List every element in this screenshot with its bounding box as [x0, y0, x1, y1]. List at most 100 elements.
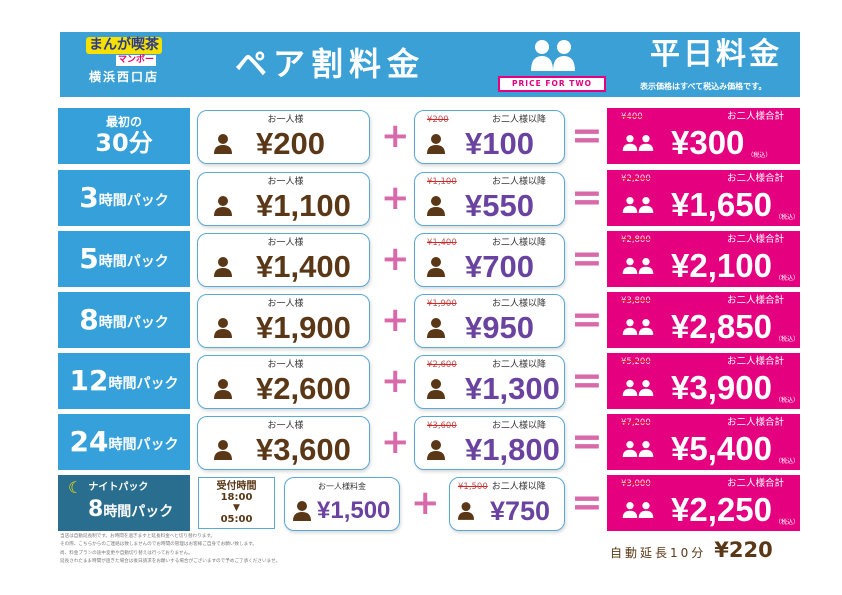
total-price: ¥3,900 — [671, 368, 772, 406]
tax-included: （税込） — [774, 275, 799, 282]
single-price-box: お一人様料金 ¥1,500 — [284, 477, 400, 531]
second-price-box: ¥1,900 お二人様以降 ¥950 — [414, 294, 565, 348]
note-line: 尚、料金プランの途中変更や自動切り替えは行っておりません。 — [60, 550, 193, 556]
pair-icon — [622, 501, 654, 518]
plus-icon: + — [381, 422, 410, 462]
plan-duration: 30分 — [95, 129, 153, 157]
original-total: ¥7,200 — [621, 418, 651, 428]
weekday-title: 平日料金 — [650, 37, 782, 72]
original-price: ¥1,500 — [458, 482, 488, 492]
tax-included: （税込） — [774, 458, 799, 465]
person-icon — [214, 195, 232, 216]
price-row: 3 時間パック お一人様 ¥1,100 + ¥1,100 お二人様以降 ¥550 = ¥… — [0, 170, 842, 227]
logo: まんが喫茶 マンボー 横浜西口店 — [82, 36, 166, 84]
plus-icon: + — [381, 361, 410, 401]
plan-duration: 12 — [69, 364, 109, 397]
second-price-box: ¥200 お二人様以降 ¥100 — [414, 110, 565, 164]
logo-sub: マンボー — [116, 55, 156, 66]
single-price-box: お一人様 ¥1,100 — [197, 172, 370, 226]
total-price-box: ¥3,000 お二人様合計 ¥2,250 （税込） — [607, 475, 800, 531]
price-row: 最初の 30分 お一人様 ¥200 + ¥200 お二人様以降 ¥100 = ¥400 お… — [0, 108, 842, 165]
single-price: ¥1,100 — [256, 187, 351, 223]
total-price: ¥2,250 — [671, 490, 772, 528]
tax-note: 表示価格はすべて税込み価格です。 — [640, 82, 767, 91]
person-icon — [427, 378, 445, 399]
plus-icon: + — [381, 300, 410, 340]
pair-icon — [622, 379, 654, 396]
extension-label: 自動延長10分 — [610, 546, 707, 560]
single-price-box: お一人様 ¥1,400 — [197, 233, 370, 287]
price-row: 5 時間パック お一人様 ¥1,400 + ¥1,400 お二人様以降 ¥700 = ¥… — [0, 231, 842, 288]
night-pack-label: ☾ ナイトパック 8 時間パック — [58, 475, 190, 531]
second-price: ¥750 — [490, 495, 551, 526]
plan-unit: 時間パック — [98, 254, 169, 270]
tax-included: （税込） — [774, 397, 799, 404]
single-price: ¥1,500 — [317, 496, 391, 524]
plan-duration: 24 — [69, 425, 109, 458]
person-icon — [214, 378, 232, 399]
auto-extension: 自動延長10分 ¥220 — [610, 538, 773, 565]
total-label: お二人様合計 — [726, 478, 784, 489]
single-price-box: お一人様 ¥1,900 — [197, 294, 370, 348]
second-price-box: ¥2,600 お二人様以降 ¥1,300 — [414, 355, 565, 409]
equals-icon: = — [571, 358, 603, 402]
original-price: ¥200 — [427, 115, 449, 125]
single-price: ¥1,900 — [256, 309, 351, 345]
night-pack-duration: 8 時間パック — [88, 496, 173, 526]
equals-icon: = — [571, 419, 603, 463]
equals-icon: = — [571, 236, 603, 280]
person-icon — [427, 317, 445, 338]
second-price: ¥550 — [465, 187, 534, 223]
plan-duration: 3 — [79, 181, 99, 214]
single-price-box: お一人様 ¥200 — [197, 110, 370, 164]
header-banner: まんが喫茶 マンボー 横浜西口店 ペア割料金 PRICE FOR TWO 平日料… — [60, 32, 800, 97]
equals-icon: = — [571, 175, 603, 219]
original-total: ¥400 — [621, 112, 643, 122]
night-pack-title: ナイトパック — [88, 482, 149, 493]
plan-duration: 5 — [79, 242, 99, 275]
second-price-box: ¥1,400 お二人様以降 ¥700 — [414, 233, 565, 287]
plan-label: 最初の 30分 — [58, 108, 190, 164]
second-label: お二人様以降 — [491, 421, 546, 431]
person-icon — [214, 133, 232, 154]
single-price: ¥3,600 — [256, 431, 351, 467]
tax-included: （税込） — [774, 336, 799, 343]
single-label: お一人様料金 — [318, 482, 366, 491]
original-total: ¥3,800 — [621, 296, 651, 306]
second-price: ¥950 — [465, 309, 534, 345]
reception-hours: 受付時間 18:00 ▼ 05:00 — [198, 477, 275, 529]
second-label: お二人様以降 — [491, 115, 546, 125]
single-label: お一人様 — [267, 238, 304, 248]
second-label: お二人様以降 — [491, 238, 546, 248]
person-icon — [427, 439, 445, 460]
note-line: 当店は自動延長制です。お時間を過ぎますと延長料金へと切り替わります。 — [60, 534, 216, 539]
page-title: ペア割料金 — [235, 45, 426, 83]
person-icon — [293, 500, 311, 521]
plan-label: 3 時間パック — [58, 170, 190, 226]
total-price: ¥2,850 — [671, 307, 772, 345]
plan-label: 8 時間パック — [58, 292, 190, 348]
duration-unit: 時間パック — [103, 504, 174, 520]
total-price: ¥5,400 — [671, 429, 772, 467]
notes: 当店は自動延長制です。お時間を過ぎますと延長料金へと切り替わります。 その際、こ… — [60, 533, 280, 566]
pair-icon — [622, 440, 654, 457]
original-price: ¥2,600 — [427, 360, 457, 370]
plan-unit: 時間パック — [98, 193, 169, 209]
plan-label: 24 時間パック — [58, 414, 190, 470]
tax-included: （税込） — [774, 519, 799, 526]
duration-number: 8 — [88, 497, 104, 522]
original-total: ¥2,200 — [621, 174, 651, 184]
plan-unit: 時間パック — [108, 437, 179, 453]
total-price-box: ¥400 お二人様合計 ¥300 （税込） — [607, 108, 800, 164]
second-label: お二人様以降 — [491, 177, 546, 187]
person-icon — [427, 195, 445, 216]
reception-start: 18:00 — [220, 492, 253, 503]
logo-text: まんが喫茶 — [86, 37, 162, 54]
total-price: ¥300 — [671, 123, 745, 161]
single-label: お一人様 — [267, 115, 304, 125]
plan-unit: 時間パック — [98, 315, 169, 331]
price-row: 12 時間パック お一人様 ¥2,600 + ¥2,600 お二人様以降 ¥1,300 … — [0, 353, 842, 410]
total-price-box: ¥2,200 お二人様合計 ¥1,650 （税込） — [607, 170, 800, 226]
total-price-box: ¥7,200 お二人様合計 ¥5,400 （税込） — [607, 414, 800, 470]
total-price: ¥1,650 — [671, 185, 772, 223]
